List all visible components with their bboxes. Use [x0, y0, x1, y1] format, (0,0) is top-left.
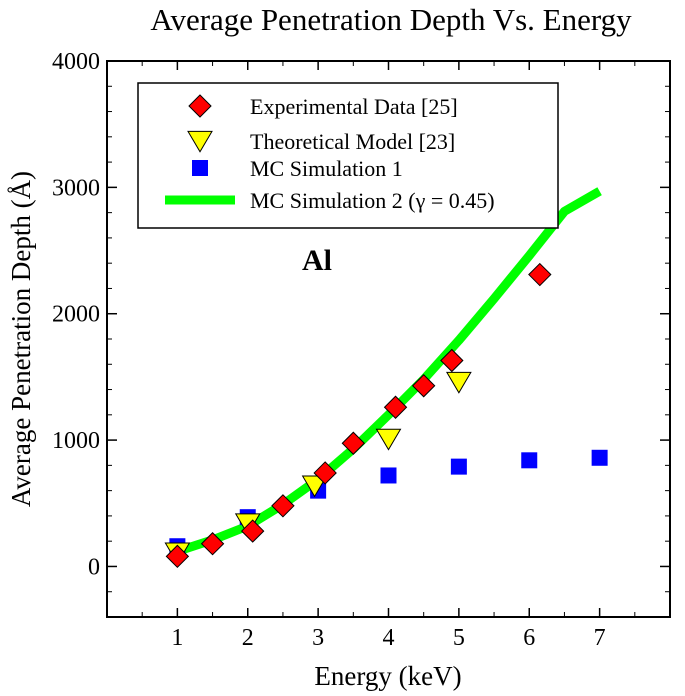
experimental-data-point [240, 519, 265, 543]
x-tick-label: 7 [594, 625, 606, 651]
element-annotation: Al [302, 244, 332, 277]
theoretical-model-point [375, 428, 402, 451]
mc-simulation-1-point [380, 467, 397, 484]
x-tick-label: 2 [242, 625, 254, 651]
legend-mc-simulation-2-label: MC Simulation 2 (γ = 0.45) [250, 188, 495, 213]
experimental-data-point [411, 374, 436, 398]
theoretical-model-point [301, 475, 328, 498]
x-tick-label: 3 [312, 625, 324, 651]
legend-mc-simulation-1-swatch [192, 160, 208, 176]
legend-mc-simulation-1-label: MC Simulation 1 [250, 156, 403, 181]
legend-theoretical-model-label: Theoretical Model [23] [250, 129, 455, 154]
experimental-data-point [200, 532, 225, 556]
experimental-data-point [383, 395, 408, 419]
mc-simulation-1-point [591, 449, 608, 466]
experimental-data-point [341, 431, 366, 455]
series-layer [164, 187, 608, 569]
experimental-data-point [440, 348, 464, 373]
y-axis-label: Average Penetration Depth (Å) [6, 171, 36, 507]
mc-simulation-1-point [450, 458, 467, 475]
y-tick-label: 3000 [52, 175, 100, 201]
legend-experimental-data-swatch [188, 94, 212, 118]
x-tick-label: 5 [453, 625, 465, 651]
mc-simulation-1-point [521, 452, 538, 469]
x-tick-label: 4 [383, 625, 395, 651]
axis-ticks: 1 2 3 4 5 6 7 0 1000 2000 3000 4000 [52, 49, 670, 651]
mc-simulation-2-line [176, 187, 602, 556]
theoretical-model-point [446, 371, 472, 394]
y-tick-label: 2000 [52, 302, 100, 328]
x-tick-label: 6 [523, 625, 535, 651]
legend-experimental-data-label: Experimental Data [25] [250, 94, 458, 119]
legend-theoretical-model-swatch [187, 130, 213, 153]
chart-title: Average Penetration Depth Vs. Energy [150, 2, 632, 37]
y-tick-label: 1000 [52, 428, 100, 454]
legend: Experimental Data [25] Theoretical Model … [137, 82, 559, 229]
x-tick-label: 1 [171, 625, 183, 651]
experimental-data-point [271, 494, 295, 518]
experimental-data-point [528, 262, 552, 287]
y-tick-label: 4000 [52, 49, 100, 75]
x-axis-label: Energy (keV) [314, 661, 461, 691]
experimental-data-point [165, 544, 190, 569]
experimental-data-point [313, 461, 337, 485]
y-tick-label: 0 [88, 554, 100, 580]
